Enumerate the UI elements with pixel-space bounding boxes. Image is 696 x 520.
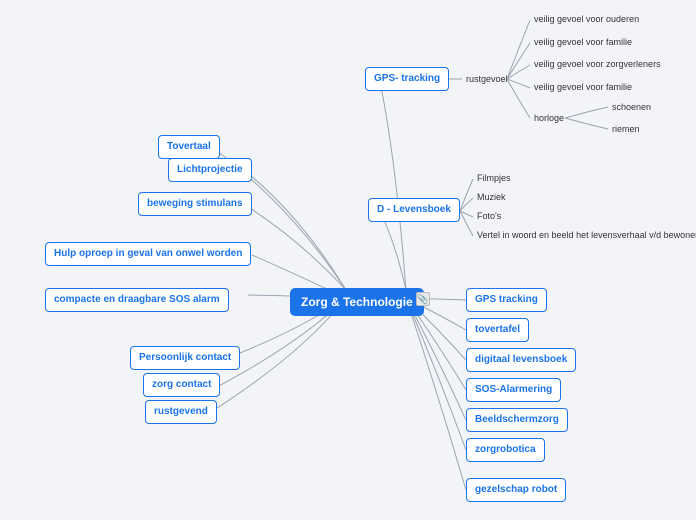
plain-node-muziek: Muziek: [473, 190, 510, 205]
edge: [460, 179, 473, 211]
edge: [406, 298, 466, 490]
box-node-beweging[interactable]: beweging stimulans: [138, 192, 252, 216]
box-node-gpstrack2[interactable]: GPS tracking: [466, 288, 547, 312]
plain-node-schoenen: schoenen: [608, 100, 655, 115]
box-node-hulp[interactable]: Hulp oproep in geval van onwel worden: [45, 242, 251, 266]
edge: [460, 211, 473, 236]
plain-node-horloge: horloge: [530, 111, 568, 126]
box-node-gezel[interactable]: gezelschap robot: [466, 478, 566, 502]
edge: [460, 198, 473, 211]
box-node-zorgrob[interactable]: zorgrobotica: [466, 438, 545, 462]
plain-node-vgf1: veilig gevoel voor familie: [530, 35, 636, 50]
edge: [380, 211, 406, 290]
edge: [245, 205, 346, 290]
edge: [406, 298, 466, 420]
box-node-sosalarm2[interactable]: SOS-Alarmering: [466, 378, 561, 402]
plain-node-vgo: veilig gevoel voor ouderen: [530, 12, 643, 27]
box-node-zorgcont[interactable]: zorg contact: [143, 373, 220, 397]
plain-node-riemen: riemen: [608, 122, 644, 137]
box-node-gps[interactable]: GPS- tracking: [365, 67, 449, 91]
box-node-tovertafel[interactable]: tovertafel: [466, 318, 529, 342]
box-node-licht[interactable]: Lichtprojectie: [168, 158, 252, 182]
box-node-beeld[interactable]: Beeldschermzorg: [466, 408, 568, 432]
box-node-persoon[interactable]: Persoonlijk contact: [130, 346, 240, 370]
edge: [380, 82, 406, 290]
plain-node-vgz: veilig gevoel voor zorgverleners: [530, 57, 665, 72]
plain-node-rustgevoel: rustgevoel: [462, 72, 512, 87]
box-node-rustgev[interactable]: rustgevend: [145, 400, 217, 424]
box-node-tovertaal[interactable]: Tovertaal: [158, 135, 220, 159]
edge: [565, 118, 608, 129]
edge: [507, 20, 530, 79]
attachment-icon[interactable]: 📎: [416, 292, 430, 306]
plain-node-vgf2: veilig gevoel voor familie: [530, 80, 636, 95]
edge: [245, 171, 346, 290]
center-node[interactable]: Zorg & Technologie: [290, 288, 424, 316]
box-node-sosalarm[interactable]: compacte en draagbare SOS alarm: [45, 288, 229, 312]
plain-node-fotos: Foto's: [473, 209, 505, 224]
edge: [406, 298, 466, 450]
edge: [565, 107, 608, 118]
box-node-dlevens[interactable]: D - Levensboek: [368, 198, 460, 222]
edge: [460, 211, 473, 217]
plain-node-filmpjes: Filmpjes: [473, 171, 515, 186]
plain-node-vertel: Vertel in woord en beeld het levensverha…: [473, 228, 696, 243]
box-node-digitaal[interactable]: digitaal levensboek: [466, 348, 576, 372]
